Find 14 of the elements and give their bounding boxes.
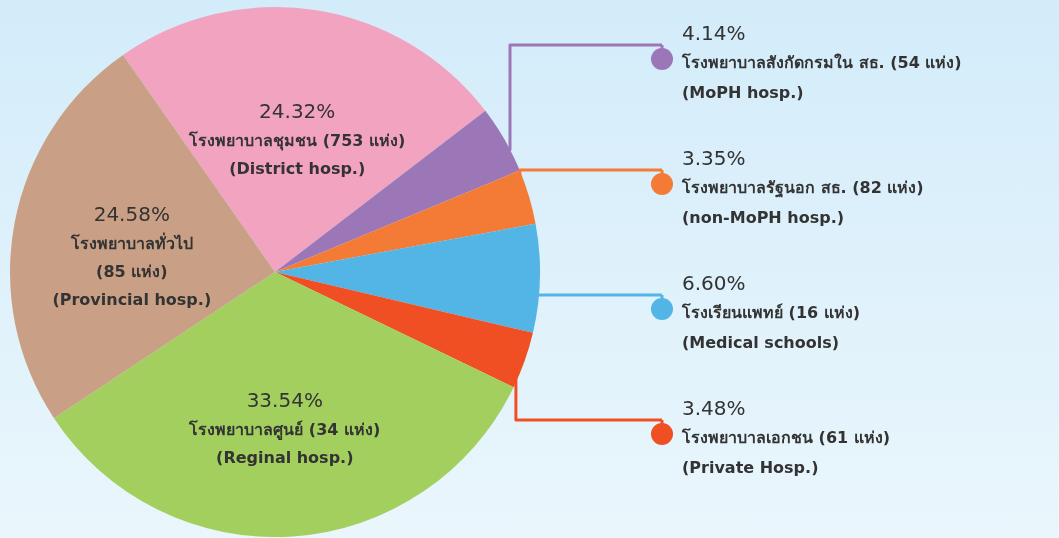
legend-label: โรงพยาบาลสังกัดกรมใน สธ. (54 แห่ง) (MoPH hosp.) [681, 52, 962, 102]
data-label: 4.14% [682, 21, 746, 45]
legend-label: โรงเรียนแพทย์ (16 แห่ง) (Medical schools) [681, 302, 861, 352]
legend-label: โรงพยาบาลรัฐนอก สธ. (82 แห่ง) (non-MoPH hosp.) [681, 177, 924, 227]
data-label: 3.48% [682, 396, 746, 420]
data-label: 24.58% [93, 201, 170, 226]
slice-label: โรงพยาบาลศูนย์ (34 แห่ง) (Reginal hosp.) [188, 419, 381, 468]
data-label: 6.60% [682, 271, 746, 295]
data-label: 24.32% [259, 98, 336, 123]
legend-label: โรงพยาบาลเอกชน (61 แห่ง) (Private Hosp.) [681, 427, 891, 477]
slice-label: โรงพยาบาลทั่วไป (85 แห่ง) (Provincial hosp.) [52, 231, 212, 309]
data-label: 33.54% [246, 388, 323, 413]
data-label: 3.35% [682, 146, 746, 170]
slice-label: โรงพยาบาลชุมชน (753 แห่ง) (District hosp.) [188, 129, 406, 178]
